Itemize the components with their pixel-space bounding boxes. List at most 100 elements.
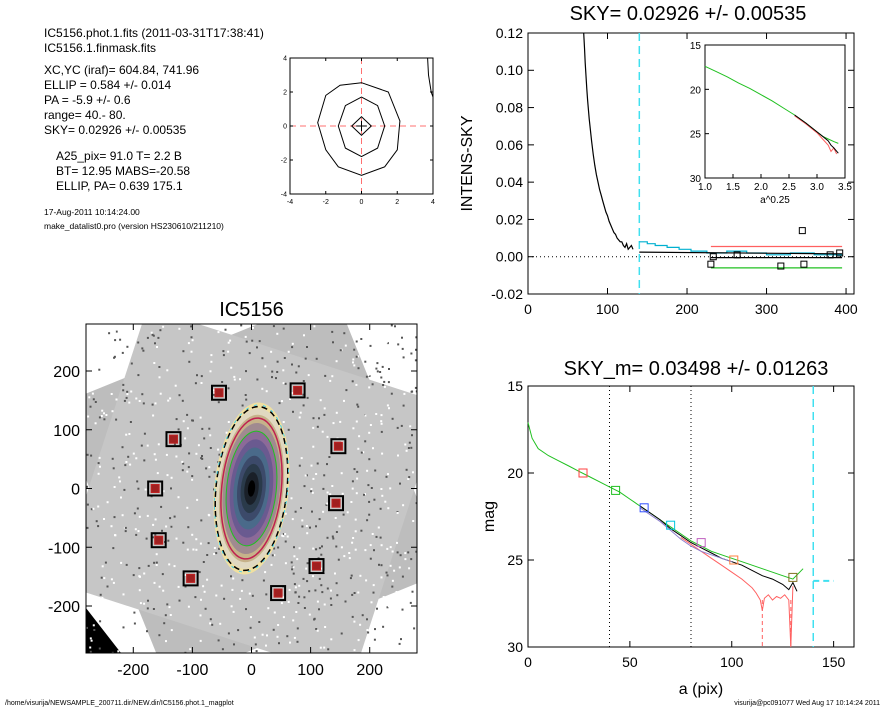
noise-pixel [137, 341, 140, 344]
noise-pixel [284, 540, 287, 543]
x-tick-label: 2 [395, 199, 399, 206]
noise-pixel [248, 352, 251, 355]
noise-pixel [164, 614, 167, 617]
noise-pixel [376, 362, 379, 365]
x-tick-label: 0 [360, 199, 364, 206]
noise-pixel [321, 591, 324, 594]
sky-point [777, 262, 785, 270]
meta-line: 17-Aug-2011 10:14:24.00 [44, 207, 140, 217]
noise-pixel [403, 613, 406, 616]
noise-pixel [300, 457, 303, 460]
noise-pixel [357, 405, 360, 408]
x-tick-label: 50 [622, 654, 638, 670]
noise-pixel [369, 424, 372, 426]
noise-pixel [170, 525, 173, 528]
noise-pixel [191, 475, 194, 478]
noise-pixel [304, 474, 307, 477]
noise-pixel [174, 384, 177, 387]
noise-pixel [372, 623, 375, 626]
noise-pixel [291, 346, 294, 349]
noise-pixel [410, 446, 413, 449]
y-tick-label: -0.02 [491, 286, 523, 302]
sky-point [800, 260, 808, 268]
noise-pixel [378, 563, 380, 566]
noise-pixel [272, 628, 275, 631]
noise-pixel [153, 561, 156, 564]
y-tick-label: 4 [283, 55, 287, 62]
noise-pixel [304, 357, 307, 360]
noise-pixel [368, 386, 371, 389]
y-tick-label: 200 [53, 364, 80, 381]
noise-pixel [227, 421, 230, 423]
noise-pixel [143, 432, 146, 435]
noise-pixel [169, 614, 172, 616]
noise-pixel [292, 619, 295, 622]
noise-pixel [100, 576, 103, 579]
noise-pixel [118, 633, 120, 636]
noise-pixel [247, 325, 250, 327]
sky-series [639, 241, 843, 256]
noise-pixel [353, 468, 356, 471]
noise-pixel [196, 374, 198, 377]
noise-pixel [380, 488, 383, 490]
x-tick-label: 100 [297, 662, 324, 679]
noise-pixel [165, 453, 168, 456]
noise-pixel [153, 581, 156, 584]
noise-pixel [303, 607, 306, 609]
y-tick-label: 30 [507, 639, 523, 655]
image-plot: IC5156 -200 -100 0 100 200 200 100 0 -100 -200 [48, 299, 418, 679]
noise-pixel [387, 331, 390, 334]
noise-pixel [281, 400, 283, 403]
noise-pixel [162, 325, 165, 328]
noise-pixel [225, 431, 228, 434]
noise-pixel [262, 579, 265, 582]
noise-pixel [301, 525, 304, 528]
noise-pixel [200, 382, 203, 384]
noise-pixel [284, 562, 287, 565]
noise-pixel [115, 343, 118, 346]
x-tick-label: 0 [524, 654, 532, 670]
noise-pixel [232, 577, 235, 580]
noise-pixel [284, 512, 287, 515]
noise-pixel [126, 393, 129, 396]
noise-pixel [311, 491, 314, 494]
noise-pixel [158, 585, 161, 588]
noise-pixel [146, 336, 149, 339]
noise-pixel [151, 333, 154, 336]
noise-pixel [129, 421, 132, 423]
noise-pixel [119, 338, 122, 341]
noise-pixel [345, 389, 348, 392]
noise-pixel [398, 566, 401, 569]
noise-pixel [129, 463, 132, 466]
noise-pixel [220, 584, 223, 587]
noise-pixel [271, 554, 274, 557]
noise-pixel [151, 403, 154, 406]
sky-axes [527, 32, 855, 295]
noise-pixel [306, 396, 309, 399]
contour-plot: -4 -2 0 2 4 -4 -2 0 2 4 [281, 55, 435, 206]
noise-pixel [331, 535, 334, 538]
noise-pixel [230, 575, 232, 578]
noise-pixel [315, 628, 318, 630]
noise-pixel [251, 339, 254, 342]
sky-box [308, 558, 325, 575]
noise-pixel [90, 639, 93, 642]
noise-pixel [282, 369, 285, 372]
noise-pixel [348, 557, 351, 560]
noise-pixel [343, 399, 345, 402]
mag-xlabel: a (pix) [679, 681, 723, 698]
noise-pixel [352, 361, 354, 364]
noise-pixel [292, 572, 295, 575]
noise-pixel [308, 590, 311, 593]
noise-pixel [241, 404, 244, 407]
noise-pixel [152, 414, 155, 417]
noise-pixel [265, 644, 267, 647]
noise-pixel [181, 399, 184, 402]
y-tick-label: 0.04 [496, 174, 523, 190]
x-tick-label: 300 [755, 301, 779, 317]
y-tick-label: 0.00 [496, 249, 523, 265]
noise-pixel [86, 503, 89, 506]
noise-pixel [351, 380, 354, 383]
noise-pixel [320, 584, 323, 587]
sky-box-inner [168, 434, 178, 444]
